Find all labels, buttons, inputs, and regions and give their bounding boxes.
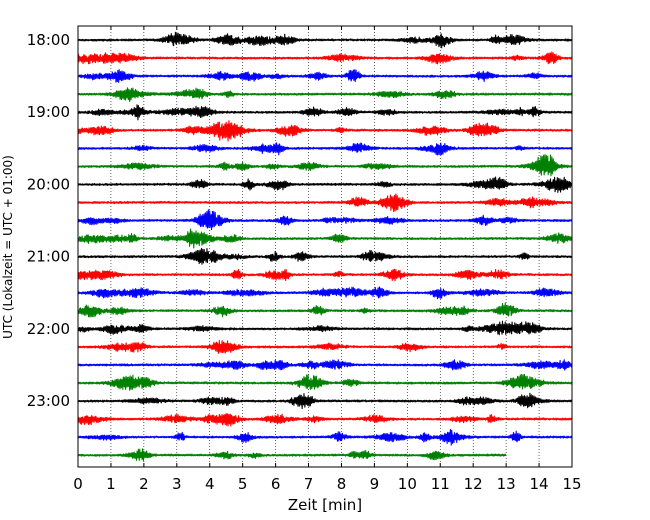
trace-line	[77, 268, 573, 282]
trace-line	[77, 302, 573, 318]
trace-line	[77, 176, 573, 193]
trace-line	[77, 286, 573, 300]
x-tick-label: 0	[73, 475, 83, 493]
trace-line	[77, 193, 573, 213]
trace-line	[77, 392, 573, 410]
x-tick-label: 3	[172, 475, 182, 493]
trace-line	[77, 247, 573, 265]
x-tick-label: 4	[205, 475, 215, 493]
x-tick-label: 5	[238, 475, 248, 493]
trace-line	[77, 228, 573, 249]
trace-line	[77, 154, 573, 177]
x-tick-label: 7	[304, 475, 314, 493]
x-tick-label: 6	[271, 475, 281, 493]
trace-line	[77, 339, 573, 354]
y-tick-label: 22:00	[27, 320, 70, 338]
y-axis-label: UTC (Lokalzeit = UTC + 01:00)	[1, 155, 15, 339]
y-tick-label: 23:00	[27, 392, 70, 410]
x-tick-label: 12	[464, 475, 483, 493]
trace-line	[77, 209, 573, 231]
trace-line	[77, 104, 573, 121]
trace-line	[77, 142, 573, 156]
x-tick-label: 14	[530, 475, 549, 493]
x-tick-label: 11	[431, 475, 450, 493]
x-tick-label: 8	[337, 475, 347, 493]
x-axis-ticks: 0 1 2 3 4 5 6 7 8 9 10 11 12 13 14 15	[73, 26, 582, 493]
trace-line	[77, 448, 507, 462]
trace-line	[77, 413, 573, 427]
x-tick-label: 1	[106, 475, 116, 493]
x-tick-label: 15	[562, 475, 581, 493]
y-tick-label: 20:00	[27, 175, 70, 193]
trace-line	[77, 51, 573, 65]
trace-line	[77, 428, 573, 446]
seismogram-traces	[77, 31, 573, 462]
trace-line	[77, 120, 573, 142]
y-tick-label: 18:00	[27, 31, 70, 49]
trace-line	[77, 359, 573, 371]
y-axis-ticks: 18:00 19:00 20:00 21:00 22:00 23:00	[27, 31, 572, 410]
trace-line	[77, 87, 573, 102]
plot-frame	[77, 25, 573, 468]
x-tick-label: 10	[398, 475, 417, 493]
trace-line	[77, 31, 573, 49]
trace-line	[77, 69, 573, 83]
x-tick-label: 2	[139, 475, 149, 493]
trace-line	[77, 320, 573, 336]
y-tick-label: 21:00	[27, 248, 70, 266]
y-tick-label: 19:00	[27, 103, 70, 121]
x-axis-label: Zeit [min]	[288, 496, 362, 514]
x-tick-label: 13	[497, 475, 516, 493]
trace-line	[77, 373, 573, 391]
x-tick-label: 9	[370, 475, 380, 493]
